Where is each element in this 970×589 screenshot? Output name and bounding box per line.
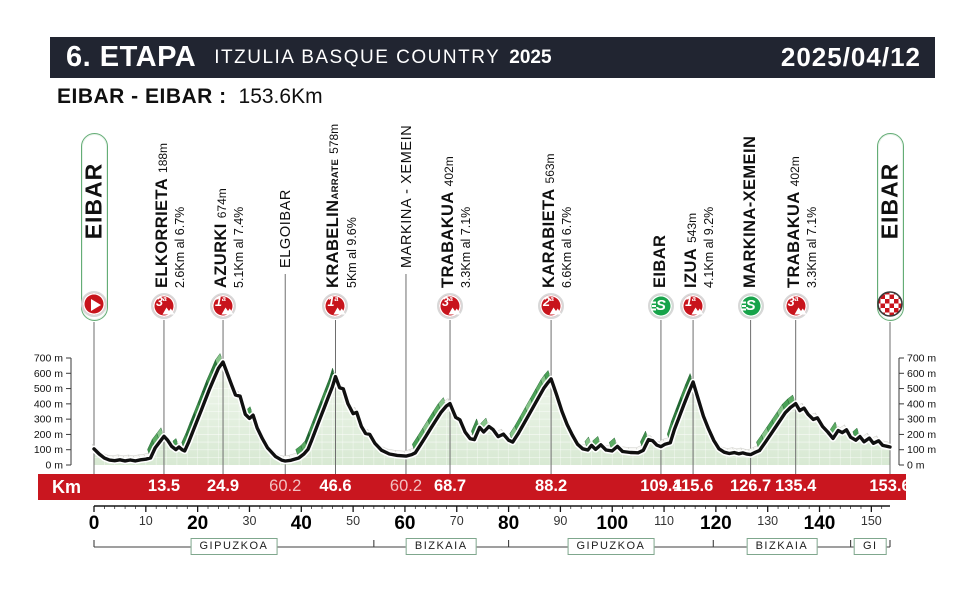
province-label: GIPUZKOA [567, 538, 655, 555]
province-label: BIZKAIA [405, 538, 477, 555]
km-distance-label: 68.7 [433, 477, 467, 495]
climb-label: AZURKI 674m 5.1Km al 7.4% [212, 188, 247, 288]
ruler-minor-label: 70 [450, 514, 464, 528]
km-distance-label: 13.5 [147, 477, 181, 495]
route-distance: 153.6Km [238, 85, 323, 108]
y-axis-tick-label: 600 m [907, 368, 936, 380]
ruler-major-label: 60 [394, 513, 415, 534]
ruler-major-label: 140 [804, 513, 836, 534]
km-distance-label: 88.2 [535, 477, 568, 495]
ruler-major-label: 120 [700, 513, 732, 534]
start-capsule: EIBAR [80, 133, 108, 321]
ruler-major-label: 40 [291, 513, 312, 534]
start-play-icon [81, 291, 107, 317]
climb-label: KRABELINARRATE 578m 5Km al 9.6% [324, 123, 360, 288]
y-axis-tick-label: 500 m [907, 383, 936, 395]
km-distance-label: 153.6 [869, 477, 911, 495]
finish-checkered-icon [876, 290, 903, 317]
km-distance-label: 46.6 [319, 477, 352, 495]
province-label: GIPUZKOA [190, 538, 278, 555]
y-axis-tick-label: 500 m [34, 383, 63, 395]
climb-cat3-icon: 3a [782, 293, 809, 319]
climb-cat2-icon: 2a [538, 293, 565, 319]
y-axis-tick-label: 0 m [45, 460, 63, 472]
elevation-line [92, 360, 892, 463]
km-distance-label: 60.2 [389, 477, 423, 495]
y-axis-tick-label: 0 m [907, 460, 925, 472]
km-bar-label: Km [52, 477, 82, 497]
km-distance-label: 24.9 [206, 477, 240, 495]
climb-label: KARABIETA 563m 6.6Km al 6.7% [540, 153, 575, 288]
y-axis-tick-label: 700 m [34, 353, 63, 365]
climb-label: IZUA 543m 4.1Km al 9.2% [682, 206, 717, 288]
y-axis-tick-label: 200 m [907, 429, 936, 441]
ruler-major-label: 80 [498, 513, 519, 534]
ruler-minor-label: 10 [139, 514, 153, 528]
km-distance-label: 60.2 [269, 477, 302, 495]
y-axis-tick-label: 100 m [907, 444, 936, 456]
route-label: EIBAR - EIBAR : [57, 85, 227, 108]
province-label: GI [853, 538, 887, 555]
sprint-label: EIBAR [650, 234, 669, 288]
sprint-label: MARKINA-XEMEIN [740, 135, 759, 288]
km-distance-label: 135.4 [775, 477, 817, 495]
climb-cat3-icon: 3a [150, 293, 177, 319]
stage-date: 2025/04/12 [780, 42, 921, 72]
climb-label: TRABAKUA 402m 3.3Km al 7.1% [784, 156, 819, 288]
town-label: ELGOIBAR [278, 189, 295, 268]
y-axis-tick-label: 300 m [34, 414, 63, 426]
ruler-major-label: 0 [89, 513, 100, 534]
ruler-major-label: 20 [187, 513, 208, 534]
climb-cat1-icon: 1a [680, 293, 707, 319]
province-label: BIZKAIA [746, 538, 818, 555]
climb-cat1-icon: 1a [322, 293, 349, 319]
sprint-s-icon: S [737, 293, 764, 319]
climb-label: ELKORRIETA 188m 2.6Km al 6.7% [152, 142, 187, 288]
km-distance-label: 126.7 [729, 477, 772, 495]
y-axis-tick-label: 100 m [34, 444, 63, 456]
ruler-minor-label: 50 [346, 514, 360, 528]
start-town-label: EIBAR [80, 162, 107, 240]
race-year: 2025 [509, 46, 552, 68]
header-bar: 6. ETAPA ITZULIA BASQUE COUNTRY 2025 202… [50, 37, 935, 78]
ruler-minor-label: 30 [243, 514, 257, 528]
climb-cat1-icon: 1a [210, 293, 237, 319]
km-bar: Km [38, 474, 906, 500]
y-axis-tick-label: 700 m [907, 353, 936, 365]
y-axis-tick-label: 200 m [34, 429, 63, 441]
ruler-major-label: 100 [596, 513, 628, 534]
ruler-minor-label: 90 [553, 514, 567, 528]
km-distance-label: 109.4 [640, 477, 682, 495]
route-subtitle: EIBAR - EIBAR : 153.6Km [57, 85, 323, 109]
ruler-minor-label: 110 [654, 514, 674, 528]
ruler-minor-label: 150 [861, 514, 882, 528]
km-distance-label: 115.6 [672, 477, 714, 495]
climb-cat3-icon: 3a [437, 293, 464, 319]
finish-capsule: EIBAR [876, 133, 904, 321]
climb-label: TRABAKUA 402m 3.3Km al 7.1% [439, 156, 474, 288]
y-axis-tick-label: 400 m [907, 398, 936, 410]
y-axis-tick-label: 300 m [907, 414, 936, 426]
sprint-s-icon: S [647, 293, 674, 319]
town-label: MARKINA - XEMEIN [398, 124, 415, 268]
finish-town-label: EIBAR [876, 162, 903, 240]
y-axis-tick-label: 600 m [34, 368, 63, 380]
stage-title: 6. ETAPA [66, 41, 197, 73]
race-title: ITZULIA BASQUE COUNTRY [214, 46, 501, 68]
ruler-minor-label: 130 [757, 514, 778, 528]
y-axis-tick-label: 400 m [34, 398, 63, 410]
